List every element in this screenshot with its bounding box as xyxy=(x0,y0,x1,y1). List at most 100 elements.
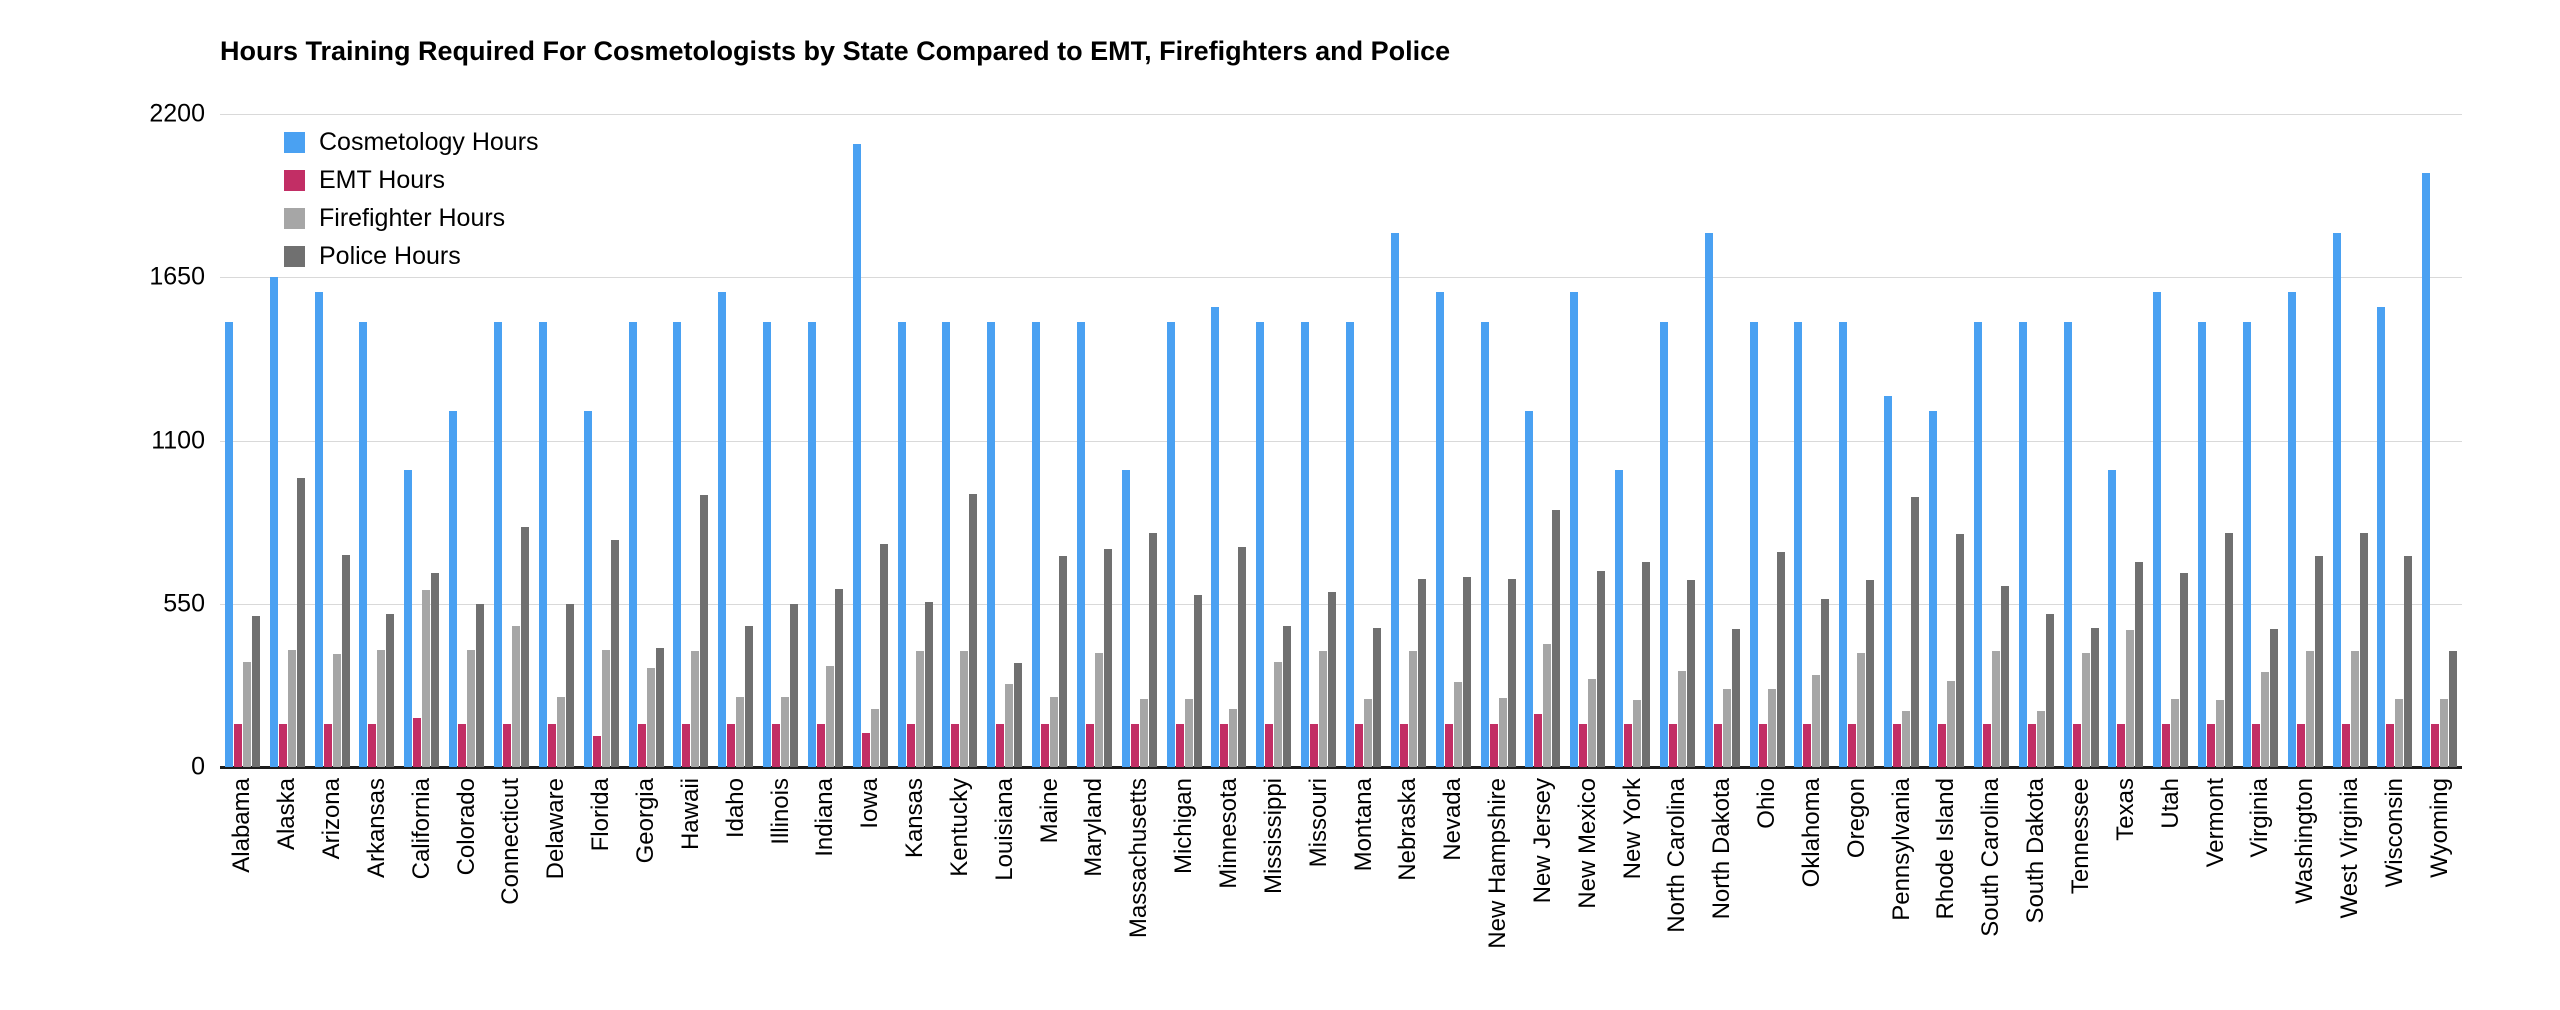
bar-emt-hours-ohio xyxy=(1758,723,1767,767)
bar-police-hours-pennsylvania xyxy=(1911,496,1920,767)
x-label-cell-utah: Utah xyxy=(2148,778,2193,829)
x-label-cell-michigan: Michigan xyxy=(1162,778,1207,874)
x-label-cell-tennessee: Tennessee xyxy=(2059,778,2104,894)
bar-firefighter-hours-nebraska xyxy=(1408,651,1417,767)
bar-firefighter-hours-michigan xyxy=(1184,698,1193,767)
x-axis-label-massachusetts: Massachusetts xyxy=(1125,778,1153,939)
bar-police-hours-west-virginia xyxy=(2359,532,2368,767)
bar-police-hours-new-jersey xyxy=(1552,510,1561,767)
x-label-cell-washington: Washington xyxy=(2283,778,2328,904)
bar-cosmetology-hours-louisiana xyxy=(987,321,996,767)
bar-group-minnesota xyxy=(1207,114,1252,767)
bar-emt-hours-rhode-island xyxy=(1937,723,1946,767)
x-axis-label-pennsylvania: Pennsylvania xyxy=(1887,778,1915,921)
bar-firefighter-hours-oregon xyxy=(1857,652,1866,767)
bar-cosmetology-hours-kentucky xyxy=(942,321,951,767)
bar-firefighter-hours-arizona xyxy=(332,654,341,767)
bar-firefighter-hours-pennsylvania xyxy=(1902,710,1911,767)
x-label-cell-new-york: New York xyxy=(1610,778,1655,879)
bar-emt-hours-connecticut xyxy=(502,723,511,767)
bar-group-rhode-island xyxy=(1924,114,1969,767)
bar-police-hours-georgia xyxy=(655,648,664,767)
x-axis-label-nevada: Nevada xyxy=(1439,778,1467,861)
x-label-cell-arkansas: Arkansas xyxy=(355,778,400,878)
bar-cosmetology-hours-tennessee xyxy=(2063,321,2072,767)
bar-group-connecticut xyxy=(489,114,534,767)
bar-group-louisiana xyxy=(982,114,1027,767)
bar-emt-hours-michigan xyxy=(1175,723,1184,767)
legend: Cosmetology Hours EMT Hours Firefighter Ho… xyxy=(284,128,539,280)
x-axis-label-new-mexico: New Mexico xyxy=(1573,778,1601,909)
x-label-cell-north-dakota: North Dakota xyxy=(1700,778,1745,919)
bar-firefighter-hours-kentucky xyxy=(960,651,969,767)
x-label-cell-louisiana: Louisiana xyxy=(982,778,1027,881)
bar-group-kentucky xyxy=(938,114,983,767)
bar-group-michigan xyxy=(1162,114,1207,767)
bar-group-indiana xyxy=(803,114,848,767)
bar-firefighter-hours-tennessee xyxy=(2081,652,2090,767)
bar-cosmetology-hours-delaware xyxy=(538,321,547,767)
x-label-cell-wyoming: Wyoming xyxy=(2417,778,2462,878)
bar-emt-hours-arkansas xyxy=(368,723,377,767)
bar-cosmetology-hours-maine xyxy=(1032,321,1041,767)
bar-police-hours-oregon xyxy=(1866,580,1875,767)
bar-group-ohio xyxy=(1745,114,1790,767)
bar-police-hours-virginia xyxy=(2269,628,2278,767)
bar-group-missouri xyxy=(1296,114,1341,767)
bar-emt-hours-louisiana xyxy=(996,723,1005,767)
x-axis-label-south-dakota: South Dakota xyxy=(2022,778,2050,924)
bar-firefighter-hours-california xyxy=(422,590,431,767)
bar-police-hours-maryland xyxy=(1103,548,1112,767)
bar-group-california xyxy=(399,114,444,767)
bar-police-hours-tennessee xyxy=(2090,627,2099,767)
x-label-cell-delaware: Delaware xyxy=(534,778,579,879)
bar-firefighter-hours-minnesota xyxy=(1229,709,1238,767)
bar-cosmetology-hours-oregon xyxy=(1839,321,1848,767)
bar-emt-hours-oklahoma xyxy=(1803,723,1812,767)
x-label-cell-ohio: Ohio xyxy=(1745,778,1790,829)
bar-police-hours-utah xyxy=(2180,572,2189,767)
x-axis-label-minnesota: Minnesota xyxy=(1214,778,1242,889)
bar-firefighter-hours-oklahoma xyxy=(1812,675,1821,767)
bar-emt-hours-illinois xyxy=(772,723,781,767)
bar-emt-hours-alaska xyxy=(278,723,287,767)
bar-emt-hours-idaho xyxy=(727,723,736,767)
plot-area: Cosmetology Hours EMT Hours Firefighter Ho… xyxy=(220,114,2462,769)
x-axis-label-kentucky: Kentucky xyxy=(945,778,973,877)
bar-emt-hours-hawaii xyxy=(682,723,691,767)
x-label-cell-mississippi: Mississippi xyxy=(1251,778,1296,894)
x-axis-label-maryland: Maryland xyxy=(1080,778,1108,877)
x-label-cell-minnesota: Minnesota xyxy=(1207,778,1252,889)
gridline-1100 xyxy=(220,440,2462,442)
bar-cosmetology-hours-texas xyxy=(2108,470,2117,767)
x-axis-label-louisiana: Louisiana xyxy=(990,778,1018,881)
bar-emt-hours-minnesota xyxy=(1220,723,1229,767)
bar-firefighter-hours-alaska xyxy=(287,649,296,767)
x-axis-label-maine: Maine xyxy=(1035,778,1063,844)
bar-emt-hours-texas xyxy=(2117,723,2126,767)
bar-firefighter-hours-colorado xyxy=(467,649,476,767)
x-axis-label-florida: Florida xyxy=(587,778,615,852)
bar-group-georgia xyxy=(624,114,669,767)
x-label-cell-colorado: Colorado xyxy=(444,778,489,875)
bar-firefighter-hours-ohio xyxy=(1767,688,1776,767)
bar-police-hours-south-carolina xyxy=(2000,585,2009,767)
bar-police-hours-nebraska xyxy=(1417,578,1426,767)
bar-cosmetology-hours-wisconsin xyxy=(2377,306,2386,767)
bar-firefighter-hours-florida xyxy=(601,649,610,767)
bar-police-hours-idaho xyxy=(745,626,754,767)
legend-swatch-icon xyxy=(284,170,305,191)
legend-item-cosmetology-hours: Cosmetology Hours xyxy=(284,128,539,157)
bar-cosmetology-hours-alabama xyxy=(224,321,233,767)
bar-firefighter-hours-maine xyxy=(1050,697,1059,767)
bar-cosmetology-hours-florida xyxy=(583,410,592,767)
bar-emt-hours-florida xyxy=(592,735,601,767)
bar-emt-hours-kentucky xyxy=(951,723,960,767)
bar-group-massachusetts xyxy=(1117,114,1162,767)
bar-group-utah xyxy=(2148,114,2193,767)
bar-group-alabama xyxy=(220,114,265,767)
bar-firefighter-hours-wisconsin xyxy=(2395,698,2404,767)
bar-police-hours-indiana xyxy=(834,588,843,767)
bar-group-west-virginia xyxy=(2328,114,2373,767)
bar-group-new-jersey xyxy=(1520,114,1565,767)
